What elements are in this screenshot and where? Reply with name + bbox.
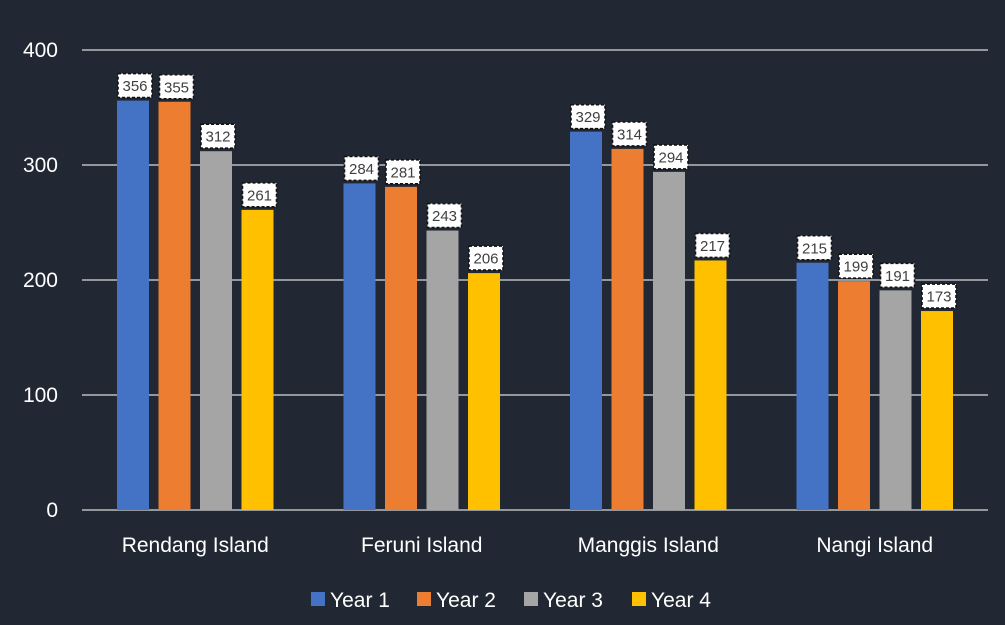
data-label-box <box>200 123 236 149</box>
data-label: 356 <box>117 72 153 99</box>
y-axis-tick-labels: 0 100 200 300 400 <box>23 39 58 522</box>
data-label-value: 356 <box>122 78 147 95</box>
bar-year-2 <box>158 101 191 510</box>
data-label: 217 <box>694 232 731 259</box>
bar-year-2 <box>611 148 644 510</box>
data-label-value: 173 <box>926 289 951 306</box>
legend-label: Year 4 <box>651 589 711 612</box>
legend-item: Year 2 <box>417 589 496 612</box>
data-label-box <box>921 283 957 309</box>
x-category-label: Nangi Island <box>816 534 933 557</box>
y-tick-label: 100 <box>23 384 58 407</box>
data-label-box <box>796 234 833 261</box>
x-category-label: Manggis Island <box>578 534 719 557</box>
legend-swatch <box>417 592 431 606</box>
data-label-value: 217 <box>700 238 725 255</box>
bar-year-2 <box>838 281 870 510</box>
y-tick-label: 400 <box>23 39 58 62</box>
bar-year-3 <box>426 230 459 511</box>
data-label-value: 329 <box>575 109 600 126</box>
legend-swatch <box>524 592 538 606</box>
bars <box>117 100 953 511</box>
data-label: 173 <box>921 283 957 309</box>
legend-item: Year 1 <box>311 589 390 612</box>
bar-year-1 <box>796 262 829 510</box>
data-label-box <box>879 262 916 289</box>
bar-year-1 <box>117 100 149 510</box>
bar-year-1 <box>343 183 376 510</box>
bar-year-4 <box>921 311 953 510</box>
data-label-value: 199 <box>843 259 868 276</box>
data-label-value: 294 <box>658 149 683 166</box>
bar-year-3 <box>653 171 685 510</box>
data-label: 243 <box>426 202 463 229</box>
data-labels: 356 355 312 261 284 281 243 206 329 314 294 217 215 1… <box>117 72 957 309</box>
legend-label: Year 1 <box>330 589 390 612</box>
data-label-box <box>158 73 195 100</box>
data-label: 199 <box>838 253 874 279</box>
legend-swatch <box>311 592 325 606</box>
data-label: 284 <box>343 155 380 182</box>
data-label: 281 <box>385 159 421 185</box>
data-label-box <box>611 121 648 147</box>
bar-year-4 <box>468 273 500 510</box>
data-label: 355 <box>158 73 195 100</box>
x-category-label: Feruni Island <box>361 534 482 557</box>
bar-year-4 <box>694 260 727 510</box>
data-label-value: 312 <box>205 129 230 146</box>
bar-year-3 <box>879 290 912 510</box>
data-label: 314 <box>611 121 648 147</box>
bar-year-1 <box>570 131 602 510</box>
data-label-value: 215 <box>802 240 827 257</box>
data-label-box <box>117 72 153 99</box>
data-label-value: 261 <box>247 187 272 204</box>
data-label-box <box>468 245 504 271</box>
bar-year-3 <box>200 151 232 510</box>
data-label-box <box>838 253 874 279</box>
gridlines <box>82 49 988 511</box>
legend-label: Year 2 <box>436 589 496 612</box>
x-axis-category-labels: Rendang Island Feruni Island Manggis Islan… <box>122 534 933 557</box>
data-label: 294 <box>653 144 689 170</box>
data-label-value: 243 <box>432 208 457 225</box>
y-tick-label: 300 <box>23 154 58 177</box>
data-label-value: 355 <box>164 79 189 96</box>
data-label: 312 <box>200 123 236 149</box>
x-category-label: Rendang Island <box>122 534 269 557</box>
data-label: 206 <box>468 245 504 271</box>
data-label-box <box>241 182 278 208</box>
bar-year-2 <box>385 186 417 510</box>
data-label-value: 191 <box>885 268 910 285</box>
data-label-box <box>343 155 380 182</box>
legend: Year 1 Year 2 Year 3 Year 4 <box>311 589 711 612</box>
data-label: 261 <box>241 182 278 208</box>
data-label-box <box>426 202 463 229</box>
legend-item: Year 4 <box>632 589 711 612</box>
data-label-value: 281 <box>390 164 415 181</box>
data-label-value: 314 <box>617 126 642 143</box>
legend-swatch <box>632 592 646 606</box>
data-label-value: 284 <box>349 161 374 178</box>
data-label: 215 <box>796 234 833 261</box>
data-label-box <box>694 232 731 259</box>
legend-item: Year 3 <box>524 589 603 612</box>
data-label: 191 <box>879 262 916 289</box>
data-label-box <box>653 144 689 170</box>
bar-year-4 <box>241 209 274 510</box>
data-label-box <box>385 159 421 185</box>
data-label: 329 <box>570 103 606 130</box>
y-tick-label: 0 <box>46 499 58 522</box>
legend-label: Year 3 <box>543 589 603 612</box>
data-label-value: 206 <box>473 251 498 268</box>
y-tick-label: 200 <box>23 269 58 292</box>
data-label-box <box>570 103 606 130</box>
